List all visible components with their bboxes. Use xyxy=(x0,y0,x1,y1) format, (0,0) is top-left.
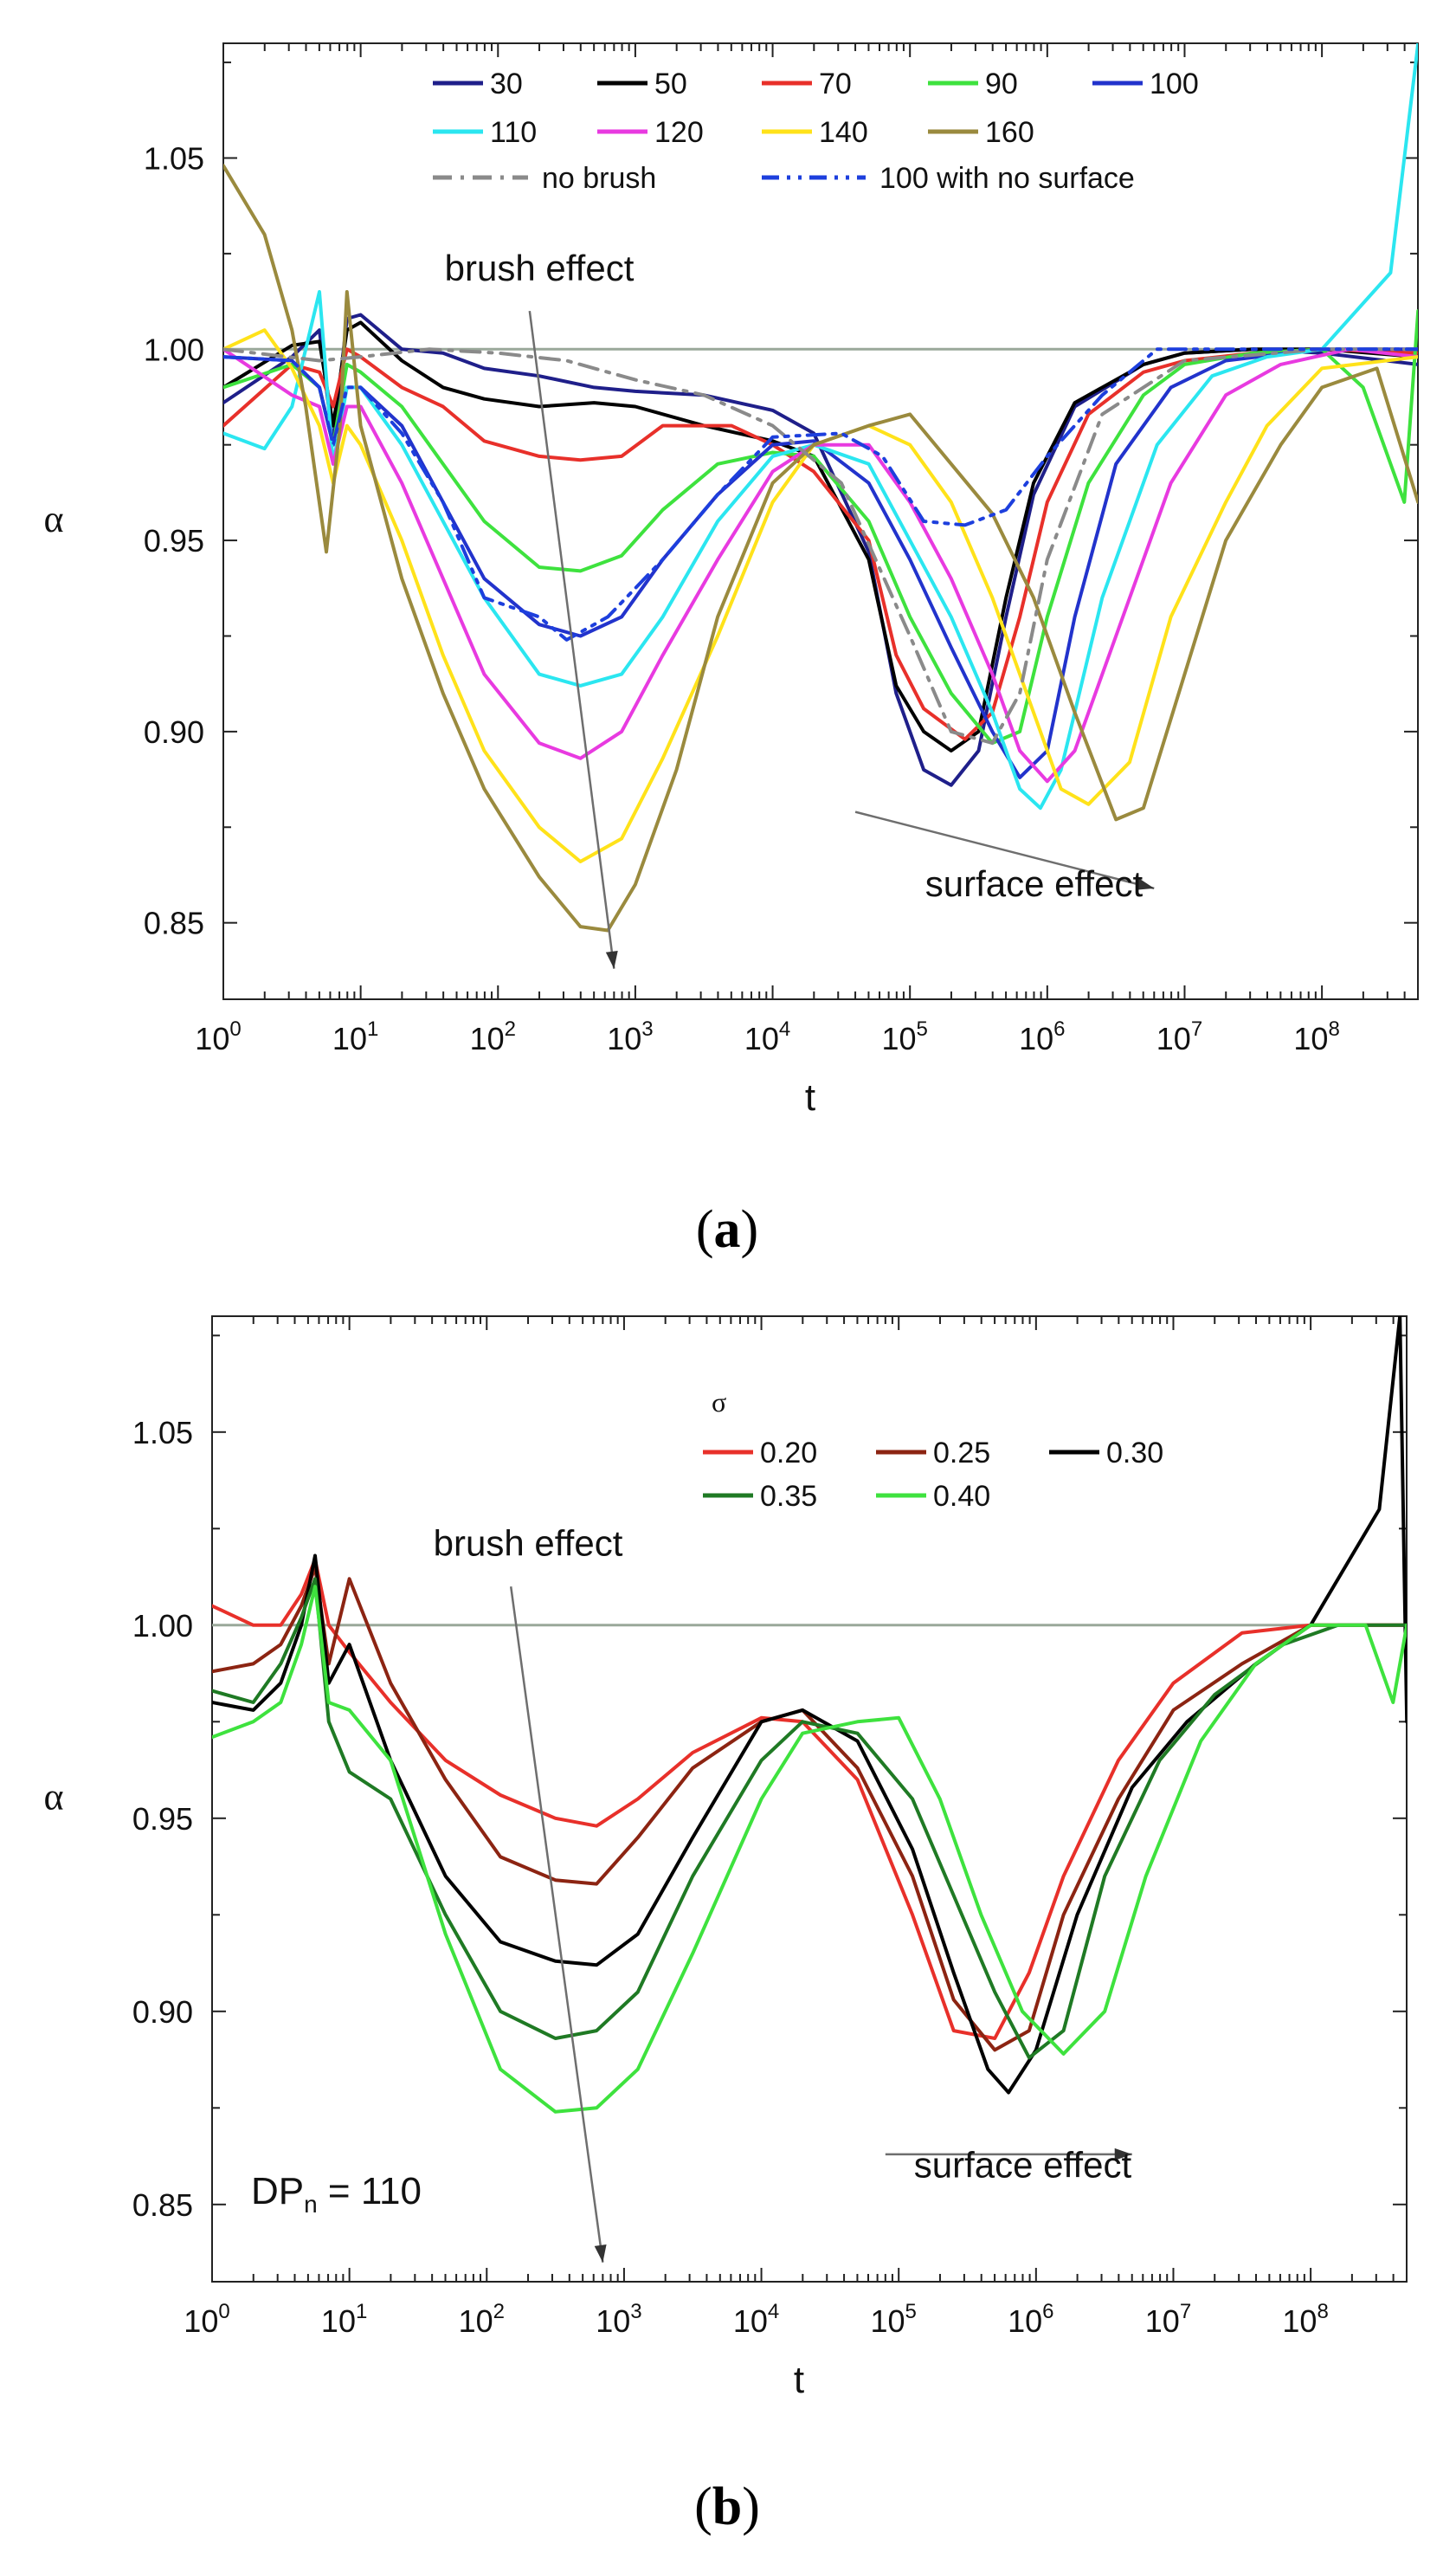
chart-b-x-tick-label: 100 xyxy=(184,2300,229,2339)
chart-b-y-axis-title: α xyxy=(43,1776,63,1818)
chart-b-series-group xyxy=(212,1316,1407,2114)
chart-b-series-line-0-20 xyxy=(212,1558,1407,2040)
chart-a-annotation-arrow xyxy=(854,811,1155,890)
chart-a-series-line-140 xyxy=(223,328,1418,863)
chart-a-annotation-label: brush effect xyxy=(445,248,635,288)
chart-a-series-line-100-with-no-surface xyxy=(223,347,1418,642)
chart-b-caption: (b) xyxy=(694,2477,760,2536)
chart-panel-a: 0.85 0.90 0.95 1.00 1.05 100 101 102 103 104 105 10… xyxy=(43,42,1419,1259)
chart-a-y-tick-label: 0.85 xyxy=(144,906,204,941)
chart-b-y-tick-label: 0.85 xyxy=(132,2187,193,2223)
chart-b-legend-title: σ xyxy=(712,1386,726,1418)
chart-b-y-tick-label: 0.95 xyxy=(132,1801,193,1837)
chart-a-x-tick-label: 104 xyxy=(744,1017,790,1056)
chart-b-x-tick-label: 105 xyxy=(870,2300,916,2339)
chart-b-y-tick-label: 1.05 xyxy=(132,1415,193,1450)
chart-a-series-line-no-brush xyxy=(223,347,1418,746)
chart-b-legend-label: 0.30 xyxy=(1106,1437,1163,1469)
chart-a-legend-label: 50 xyxy=(654,68,687,100)
chart-a-annotation-arrowhead xyxy=(605,950,618,969)
chart-b-annotation-arrowhead xyxy=(594,2244,607,2263)
chart-a-series-line-50 xyxy=(223,320,1418,752)
chart-a-x-tick-label: 101 xyxy=(332,1017,378,1056)
chart-a-x-tick-label: 103 xyxy=(607,1017,653,1056)
chart-b-annotation-arrow xyxy=(509,1586,604,2263)
chart-a-x-axis-title: t xyxy=(805,1076,815,1119)
chart-b-dpn-note: DPn = 110 xyxy=(251,2170,422,2218)
chart-b-x-axis-title: t xyxy=(794,2359,804,2401)
chart-b-legend-label: 0.40 xyxy=(933,1480,990,1513)
chart-a-annotation-arrowhead xyxy=(1136,878,1155,890)
chart-a-caption: (a) xyxy=(696,1200,758,1259)
chart-panel-b: 0.85 0.90 0.95 1.00 1.05 100 101 102 103 104 105 10… xyxy=(0,1282,1456,2563)
chart-a-legend-label: 120 xyxy=(654,116,704,149)
chart-a-y-axis-title: α xyxy=(43,498,63,540)
chart-a-y-tick-label: 1.05 xyxy=(144,140,204,176)
chart-a-legend-label: 160 xyxy=(985,116,1034,149)
chart-a-y-tick-label: 0.95 xyxy=(144,523,204,559)
chart-a-legend-label: 100 with no surface xyxy=(879,162,1135,195)
chart-b-x-tick-label: 102 xyxy=(459,2300,505,2339)
chart-b-x-tick-label: 101 xyxy=(321,2300,367,2339)
chart-a-x-tick-label: 107 xyxy=(1156,1017,1202,1056)
chart-a-series-group xyxy=(223,43,1418,933)
chart-a-x-tick-label: 100 xyxy=(195,1017,241,1056)
chart-b-svg: 0.85 0.90 0.95 1.00 1.05 100 101 102 103 104 105 10… xyxy=(43,1315,1408,2536)
chart-a-x-tick-label: 102 xyxy=(470,1017,516,1056)
chart-b-legend-label: 0.20 xyxy=(760,1437,817,1469)
chart-a-legend-label: 110 xyxy=(490,116,537,149)
chart-a-legend-label: 70 xyxy=(819,68,852,100)
chart-b-annotation-arrowhead xyxy=(1114,2147,1132,2160)
chart-a-x-tick-label: 105 xyxy=(881,1017,927,1056)
chart-b-x-tick-label: 106 xyxy=(1008,2300,1053,2339)
chart-a-legend-label: 90 xyxy=(985,68,1018,100)
chart-b-x-tick-label: 107 xyxy=(1145,2300,1191,2339)
chart-b-y-tick-label: 0.90 xyxy=(132,1994,193,2030)
chart-a-legend-label: 30 xyxy=(490,68,523,100)
chart-a-x-tick-label: 106 xyxy=(1019,1017,1065,1056)
chart-a-series-line-90 xyxy=(223,309,1418,746)
chart-b-legend-label: 0.35 xyxy=(760,1480,817,1513)
chart-a-y-tick-label: 1.00 xyxy=(144,332,204,367)
chart-a-legend-label: 100 xyxy=(1150,68,1199,100)
chart-b-x-tick-label: 103 xyxy=(596,2300,641,2339)
chart-a-annotation-arrow xyxy=(528,310,615,969)
chart-a-x-tick-label: 108 xyxy=(1293,1017,1339,1056)
chart-b-series-line-0-40 xyxy=(212,1585,1407,2114)
chart-a-series-line-160 xyxy=(223,164,1418,933)
chart-a-y-tick-label: 0.90 xyxy=(144,714,204,750)
chart-b-legend-label: 0.25 xyxy=(933,1437,990,1469)
chart-a-svg: 0.85 0.90 0.95 1.00 1.05 100 101 102 103 104 105 10… xyxy=(43,42,1419,1259)
chart-b-x-tick-label: 104 xyxy=(733,2300,779,2339)
chart-b-plot-frame xyxy=(211,1315,1408,2283)
chart-b-annotation-label: brush effect xyxy=(434,1523,623,1564)
chart-b-y-tick-label: 1.00 xyxy=(132,1608,193,1644)
chart-a-plot-frame xyxy=(222,42,1419,1000)
chart-b-annotation-label: surface effect xyxy=(914,2145,1132,2186)
chart-a-series-line-120 xyxy=(223,347,1418,784)
chart-a-annotation-label: surface effect xyxy=(925,863,1144,904)
chart-a-legend-label: 140 xyxy=(819,116,868,149)
chart-b-x-tick-label: 108 xyxy=(1282,2300,1328,2339)
chart-a-legend-label: no brush xyxy=(542,162,656,195)
